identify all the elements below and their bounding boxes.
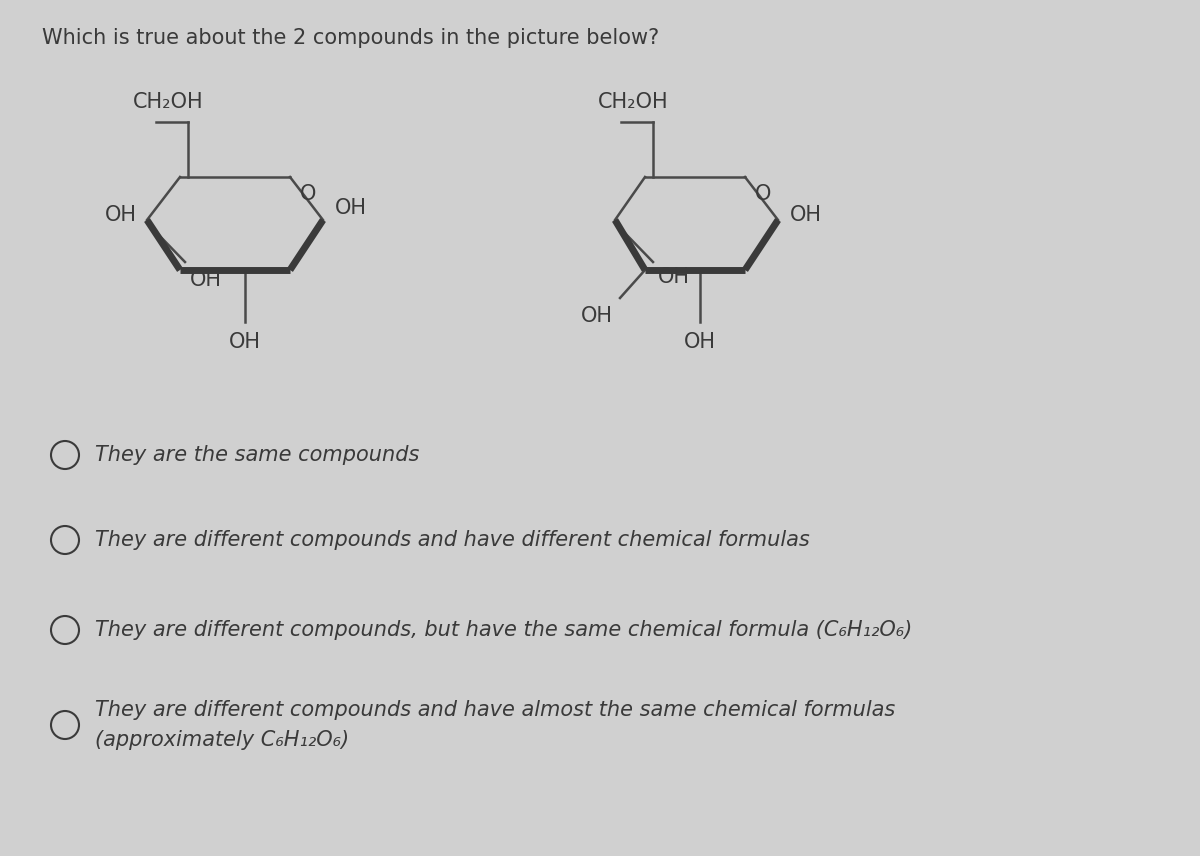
Text: OH: OH <box>684 332 716 352</box>
Text: O: O <box>300 183 317 204</box>
Text: Which is true about the 2 compounds in the picture below?: Which is true about the 2 compounds in t… <box>42 28 659 48</box>
Text: CH₂OH: CH₂OH <box>133 92 203 112</box>
Text: OH: OH <box>790 205 822 225</box>
Text: OH: OH <box>229 332 262 352</box>
Text: OH: OH <box>190 270 222 290</box>
Text: OH: OH <box>335 198 367 218</box>
Text: They are different compounds, but have the same chemical formula (C₆H₁₂O₆): They are different compounds, but have t… <box>95 620 912 640</box>
Text: They are the same compounds: They are the same compounds <box>95 445 419 465</box>
Text: OH: OH <box>106 205 137 225</box>
Text: They are different compounds and have almost the same chemical formulas
(approxi: They are different compounds and have al… <box>95 700 895 750</box>
Text: OH: OH <box>581 306 613 326</box>
Text: CH₂OH: CH₂OH <box>598 92 668 112</box>
Text: O: O <box>755 183 772 204</box>
Text: OH: OH <box>658 267 690 287</box>
Text: They are different compounds and have different chemical formulas: They are different compounds and have di… <box>95 530 810 550</box>
